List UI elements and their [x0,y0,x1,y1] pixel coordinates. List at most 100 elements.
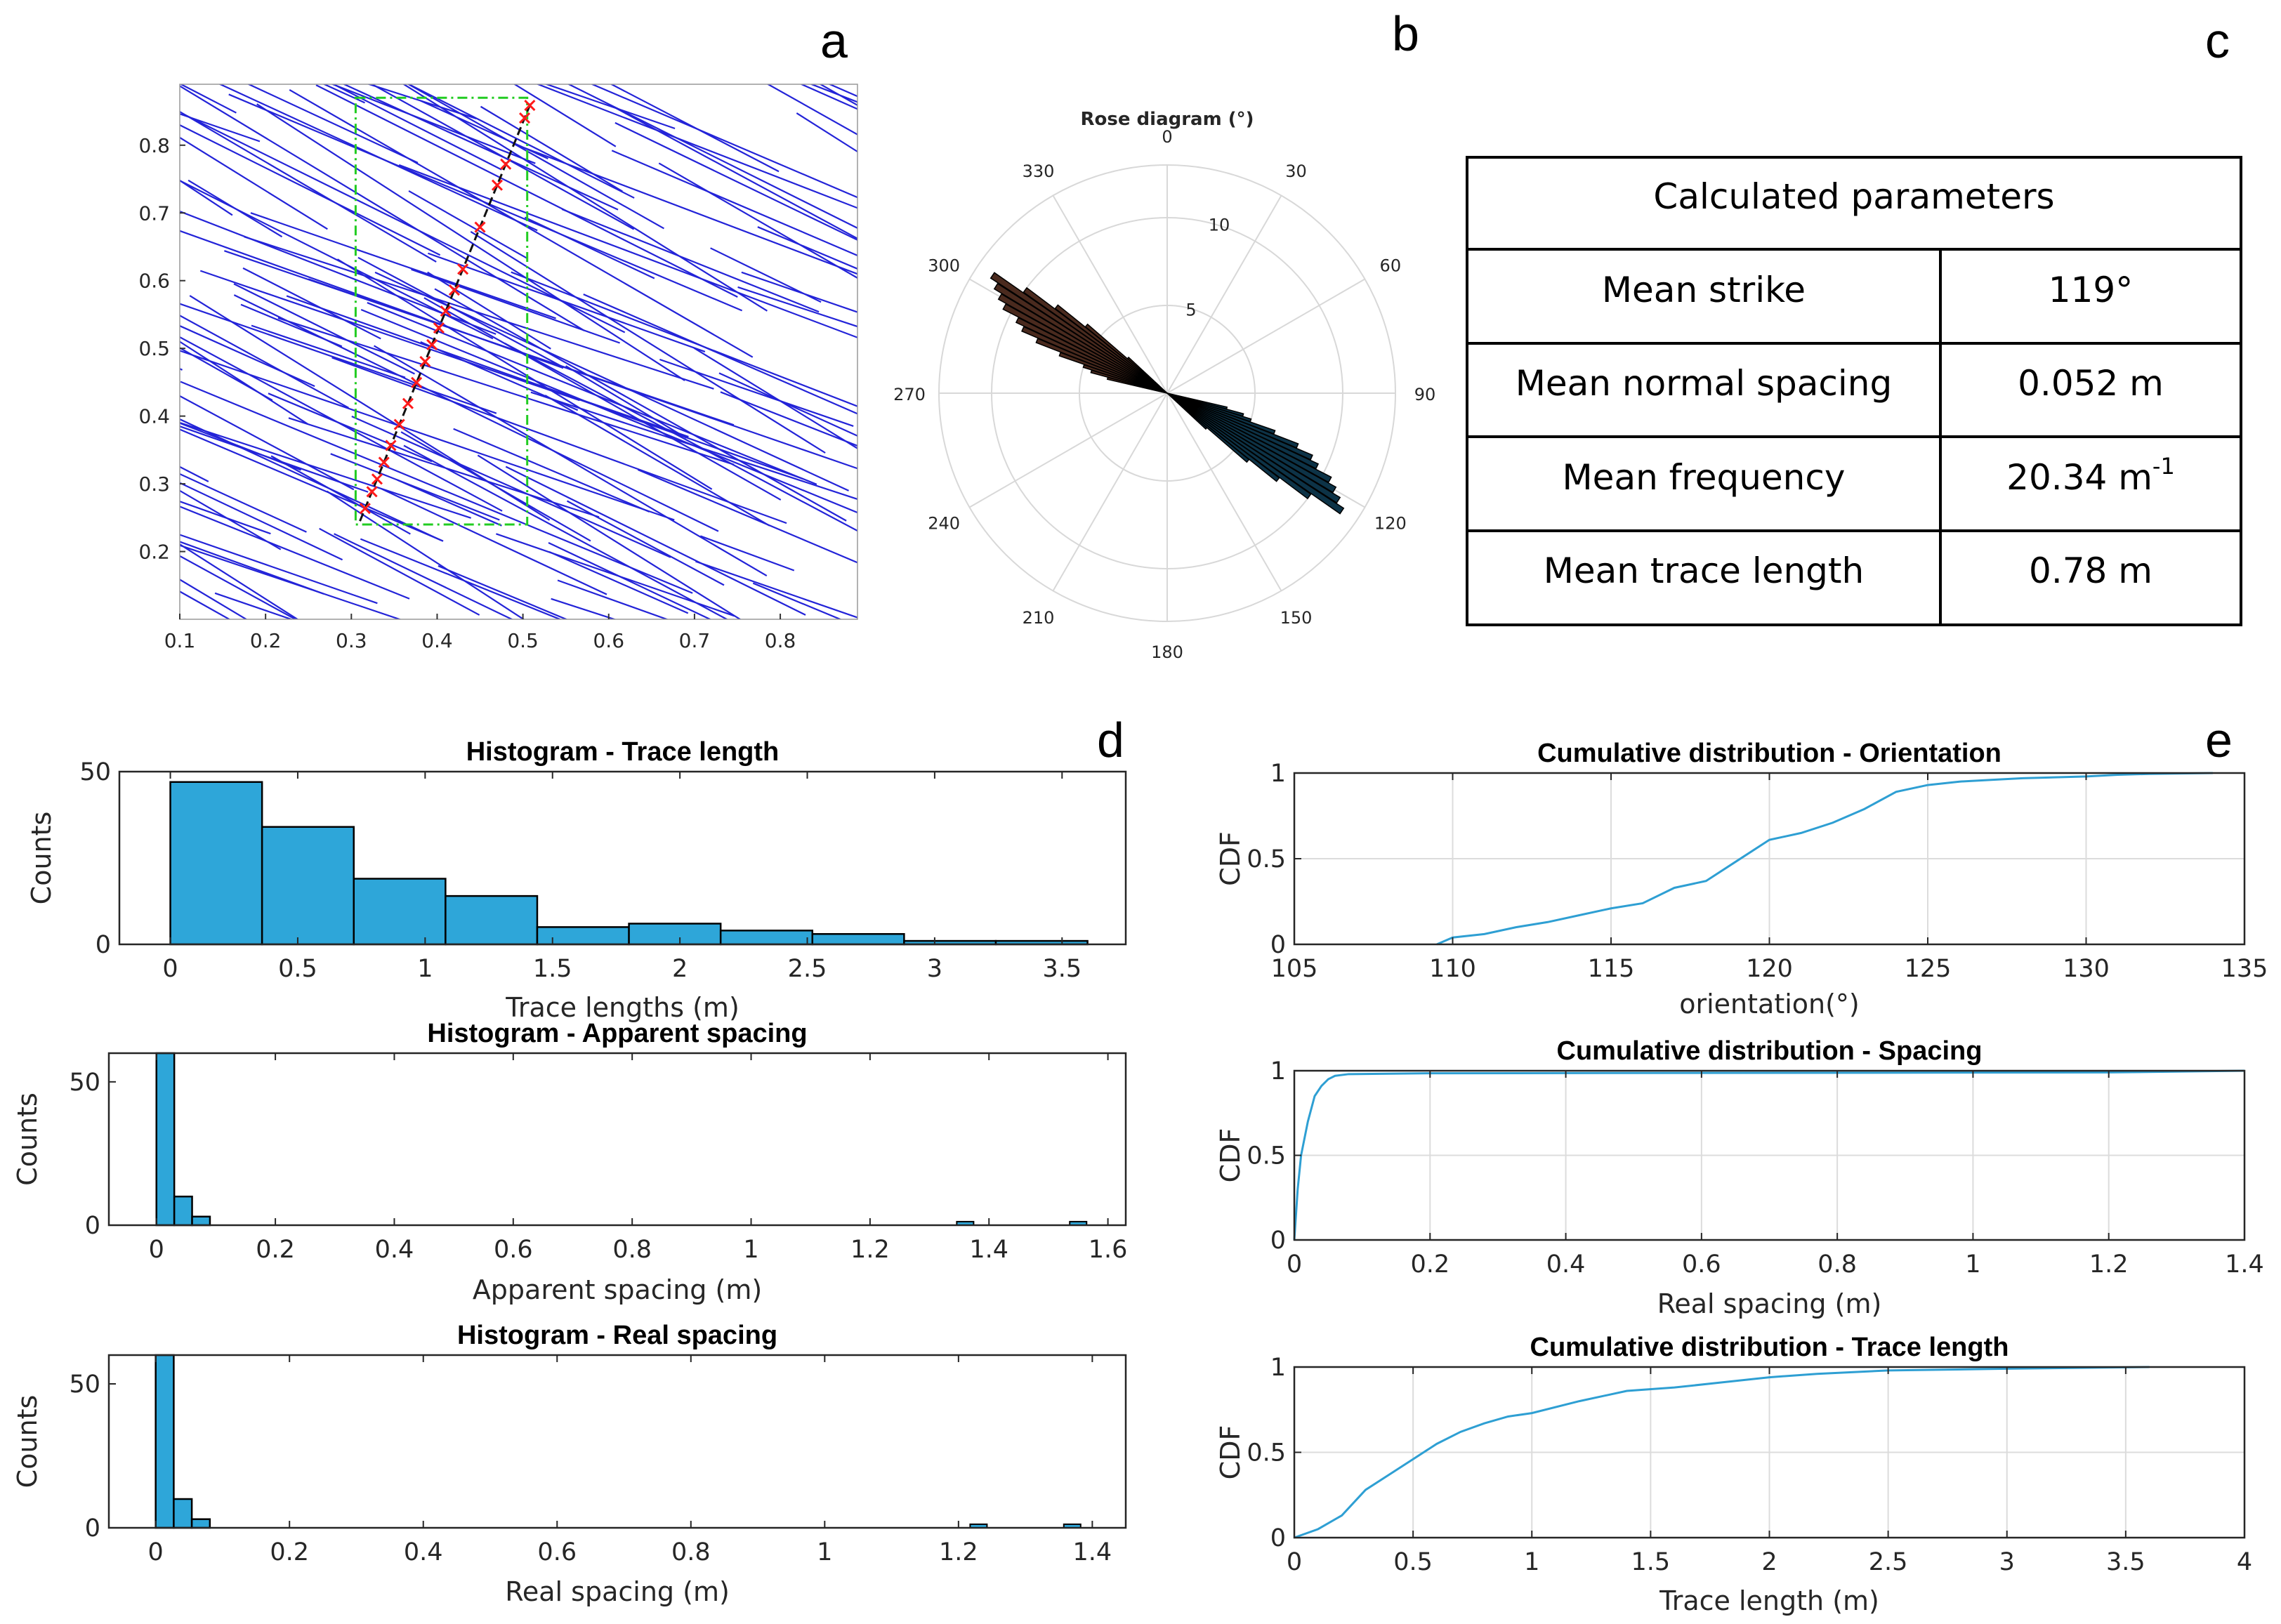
x-tick-label: 0.8 [671,1538,711,1566]
x-tick-label: 0.6 [494,1236,533,1264]
rose-angle-label: 30 [1285,161,1307,181]
fracture-trace [819,84,857,107]
intersection-marker [419,355,431,367]
rose-angle-label: 300 [928,256,960,276]
fracture-trace [180,179,233,216]
y-tick-label: 0.8 [138,134,170,157]
rose-angle-label: 90 [1414,385,1436,404]
rose-spoke [1052,195,1168,394]
fracture-trace [551,598,617,619]
fracture-trace [710,247,822,303]
fracture-trace [319,527,480,616]
fracture-trace [612,105,857,239]
x-tick-label: 1 [417,955,433,983]
x-tick-label: 1 [1524,1548,1539,1576]
fracture-trace [614,121,857,242]
fracture-trace [189,295,551,521]
y-axis-label: CDF [1215,831,1246,886]
panel-label-a: a [820,13,848,68]
fracture-trace [250,212,556,319]
rose-angle-label: 0 [1162,127,1172,147]
histogram-bar [173,1498,193,1529]
sampling-window [354,96,529,526]
rose-spoke [1166,195,1282,394]
fracture-trace [180,347,273,402]
x-tick-label: 110 [1429,955,1476,983]
fracture-trace [453,428,650,513]
fracture-trace [180,210,497,335]
y-tick-label: 0.4 [138,405,170,428]
fracture-trace [505,466,806,616]
rose-angle-label: 270 [893,385,926,404]
x-tick-label: 0 [149,1236,164,1264]
y-axis-label: Counts [26,812,57,905]
x-tick-label: 1.2 [850,1236,890,1264]
fracture-trace [548,541,712,619]
fracture-trace [322,84,365,104]
fracture-trace [583,293,857,415]
x-tick-label: 2 [1761,1548,1777,1576]
rose-radial-label: 5 [1185,300,1196,319]
rose-angle-label: 330 [1023,161,1055,181]
fracture-trace [180,336,503,512]
y-tick-label: 0.5 [1247,1142,1286,1170]
x-axis-label: Trace length (m) [1659,1585,1879,1616]
cdf-trace-length: 0 0.5 1 1.5 2 2.5 3 3.5 4 0 0.5 1 Cumulative distrib… [1215,1333,2252,1616]
fracture-trace [180,544,402,619]
fracture-trace [244,236,714,390]
fracture-trace [180,489,282,550]
fracture-trace [180,136,328,230]
x-tick-label: 120 [1746,955,1793,983]
intersection-marker [366,486,378,498]
histogram-bar [628,923,722,946]
fracture-trace [367,84,477,119]
cdf-orientation: 105 110 115 120 125 130 135 0 0.5 1 Cumulative dis… [1215,739,2268,1019]
row-mean-strike-label: Mean strike [1602,270,1806,310]
fracture-trace [530,391,857,501]
fracture-trace [180,506,410,600]
intersection-marker [393,418,405,430]
fracture-trace [373,345,768,577]
fracture-trace [536,84,857,209]
fracture-trace [180,124,441,256]
fracture-trace [699,535,795,572]
fracture-trace [397,479,502,527]
fracture-trace [180,541,324,595]
panel-label-e: e [2205,713,2233,767]
x-tick-label: 0.7 [679,629,711,652]
x-tick-label: 0.2 [1410,1250,1450,1279]
fracture-trace [693,347,857,449]
fracture-trace [360,308,857,514]
row-mean-frequency-label: Mean frequency [1563,457,1846,498]
histogram-bar [811,932,905,946]
y-tick-label: 1 [1270,760,1286,788]
histogram-apparent-spacing: 0 0.2 0.4 0.6 0.8 1 1.2 1.4 1.6 0 50 Histogram - Ap… [12,1019,1127,1305]
rose-angle-label: 240 [928,514,960,534]
fracture-trace [270,455,411,535]
panel-label-b: b [1392,6,1419,61]
chart-title: Cumulative distribution - Orientation [1537,739,2001,768]
intersection-marker [371,473,383,485]
x-tick-label: 1 [1965,1250,1980,1279]
x-tick-label: 0 [162,955,178,983]
fracture-trace [180,110,437,263]
fracture-trace [610,84,780,173]
fracture-trace [428,252,706,352]
chart-title: Histogram - Apparent spacing [427,1019,807,1048]
fracture-trace [757,226,857,270]
x-tick-label: 1 [743,1236,758,1264]
histogram-bar [155,1354,175,1529]
row-mean-frequency-value: 20.34 m-1 [2006,453,2175,498]
rose-petal [1126,356,1168,394]
x-tick-label: 0.5 [507,629,539,652]
y-tick-label: 0 [96,931,111,959]
histogram-bar [190,1518,211,1529]
x-tick-label: 0.6 [1682,1250,1721,1279]
fracture-trace [268,392,433,463]
fracture-trace [737,286,857,328]
fracture-trace [567,84,857,230]
intersection-marker [426,338,438,351]
rose-spoke [1052,392,1168,591]
fracture-trace [199,270,580,402]
